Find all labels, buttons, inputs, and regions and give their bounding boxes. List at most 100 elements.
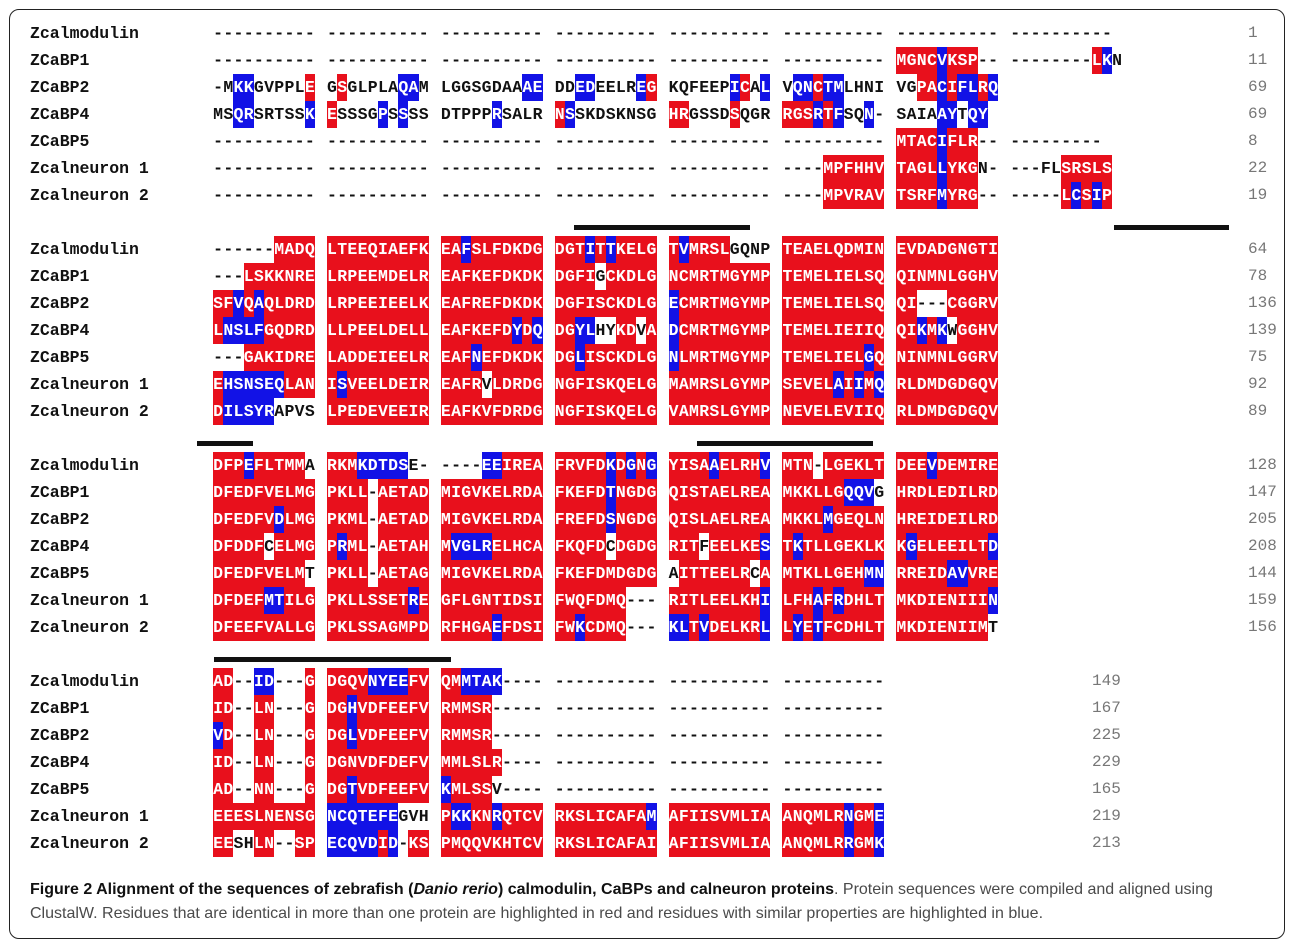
alignment-row: Zcalneuron 1 DFDEFMTILG PKLLSSETRE GFLGNTID…: [30, 587, 1277, 614]
residue-count: 75: [1248, 348, 1268, 366]
sequence-name: Zcalneuron 1: [30, 375, 149, 394]
residue-count: 167: [1092, 699, 1121, 717]
residue-count: 11: [1248, 51, 1268, 69]
caption-label: Figure 2 Alignment of the sequences of z…: [30, 881, 414, 898]
alignment-row: ZCaBP4 DFDDFCELMG PRML-AETAH MVGLRELHCA FKQF…: [30, 533, 1277, 560]
residue-count: 89: [1248, 402, 1268, 420]
sequence-name: ZCaBP2: [30, 510, 90, 529]
residue-count: 69: [1248, 78, 1268, 96]
sequence-residues: DFEDFVELMG PKLL-AETAD MIGVKELRDA FKEFDTNGDG…: [213, 479, 999, 506]
sequence-name: ZCaBP2: [30, 78, 90, 97]
residue-count: 78: [1248, 267, 1268, 285]
alignment-row: Zcalmodulin AD--ID---G DGQVNYEEFV QMMTAK---…: [30, 668, 1270, 695]
sequence-residues: DFEDFVELMT PKLL-AETAG MIGVKELRDA FKEFDMDGDG…: [213, 560, 999, 587]
sequence-residues: ---------- ---------- ---------- ----------…: [213, 128, 1102, 155]
sequence-residues: AD--ID---G DGQVNYEEFV QMMTAK---- ----------…: [213, 668, 884, 695]
sequence-name: ZCaBP5: [30, 564, 90, 583]
residue-count: 229: [1092, 753, 1121, 771]
sequence-name: ZCaBP4: [30, 753, 90, 772]
alignment-row: ZCaBP1 ---------- ---------- ---------- ----…: [30, 47, 1270, 74]
alignment-row: Zcalneuron 1 EEESLNENSG NCQTEFEGVH PKKKNRQT…: [30, 803, 1270, 830]
residue-count: 205: [1248, 510, 1277, 528]
residue-count: 213: [1092, 834, 1121, 852]
sequence-residues: ID--LN---G DGHVDFEEFV RMMSR----- ----------…: [213, 695, 884, 722]
sequence-name: Zcalneuron 2: [30, 186, 149, 205]
alignment-row: ZCaBP4 ID--LN---G DGNVDFDEFV MMLSLR---- ----…: [30, 749, 1270, 776]
alignment-row: ZCaBP4 MSQRSRTSSK ESSSGPSSSS DTPPPRSALR NSSK…: [30, 101, 1270, 128]
sequence-name: ZCaBP5: [30, 348, 90, 367]
sequence-name: Zcalmodulin: [30, 456, 139, 475]
alignment-row: ZCaBP5 ---------- ---------- ---------- ----…: [30, 128, 1270, 155]
alignment-row: ZCaBP4 LNSLFGQDRD LLPEELDELL EAFKEFDYDQ DGYL…: [30, 317, 1277, 344]
sequence-name: Zcalmodulin: [30, 240, 139, 259]
helix-marker: [214, 657, 451, 662]
alignment-row: ZCaBP5 DFEDFVELMT PKLL-AETAG MIGVKELRDA FKEF…: [30, 560, 1277, 587]
sequence-residues: ---GAKIDRE LADDEIEELR EAFNEFDKDK DGLISCKDLG…: [213, 344, 999, 371]
residue-count: 69: [1248, 105, 1268, 123]
alignment-row: ZCaBP5 AD--NN---G DGTVDFEEFV KMLSSV---- ----…: [30, 776, 1270, 803]
residue-count: 225: [1092, 726, 1121, 744]
residue-count: 147: [1248, 483, 1277, 501]
sequence-residues: ---------- ---------- ---------- ----------…: [213, 24, 1112, 43]
residue-count: 149: [1092, 672, 1121, 690]
sequence-name: ZCaBP4: [30, 321, 90, 340]
alignment-row: Zcalneuron 2 DFEEFVALLG PKLSSAGMPD RFHGAEFD…: [30, 614, 1277, 641]
sequence-name: Zcalneuron 1: [30, 159, 149, 178]
sequence-name: ZCaBP2: [30, 726, 90, 745]
helix-marker: [574, 225, 750, 230]
sequence-name: Zcalneuron 1: [30, 591, 149, 610]
sequence-residues: ---------- ---------- ---------- ----------…: [213, 155, 1112, 182]
alignment-row: ZCaBP2 SFVQAQLDRD LRPEEIEELK EAFREFDKDK DGFI…: [30, 290, 1277, 317]
alignment-row: ZCaBP1 ---LSKKNRE LRPEEMDELR EAFKEFDKDK DGFI…: [30, 263, 1270, 290]
alignment-row: ZCaBP2 DFEDFVDLMG PKML-AETAD MIGVKELRDA FREF…: [30, 506, 1277, 533]
figure-frame: Zcalmodulin ---------- ---------- ---------…: [9, 9, 1285, 939]
sequence-residues: DFEEFVALLG PKLSSAGMPD RFHGAEFDSI FWKCDMQ---…: [213, 614, 998, 641]
sequence-residues: DFEDFVDLMG PKML-AETAD MIGVKELRDA FREFDSNGDG…: [213, 506, 999, 533]
sequence-name: ZCaBP4: [30, 537, 90, 556]
alignment-row: Zcalmodulin ---------- ---------- ---------…: [30, 20, 1270, 47]
sequence-residues: AD--NN---G DGTVDFEEFV KMLSSV---- ----------…: [213, 776, 884, 803]
caption-title: Figure 2 Alignment of the sequences of z…: [30, 881, 834, 898]
sequence-name: ZCaBP1: [30, 699, 90, 718]
sequence-residues: ID--LN---G DGNVDFDEFV MMLSLR---- ----------…: [213, 749, 884, 776]
residue-count: 128: [1248, 456, 1277, 474]
residue-count: 156: [1248, 618, 1277, 636]
sequence-name: Zcalmodulin: [30, 672, 139, 691]
residue-count: 144: [1248, 564, 1277, 582]
sequence-name: ZCaBP1: [30, 483, 90, 502]
sequence-name: Zcalneuron 2: [30, 834, 149, 853]
caption-body: . Protein sequences were compiled and al…: [30, 881, 1213, 922]
residue-count: 139: [1248, 321, 1277, 339]
sequence-residues: EHSNSEQLAN ISVEELDEIR EAFRVLDRDG NGFISKQELG…: [213, 371, 999, 398]
alignment-row: Zcalneuron 1 EHSNSEQLAN ISVEELDEIR EAFRVLDR…: [30, 371, 1270, 398]
sequence-residues: SFVQAQLDRD LRPEEIEELK EAFREFDKDK DGFISCKDLG…: [213, 290, 999, 317]
residue-count: 219: [1092, 807, 1121, 825]
alignment-row: Zcalneuron 2 EESHLN--SP ECQVDID-KS PMQQVKHT…: [30, 830, 1270, 857]
alignment-row: ZCaBP5 ---GAKIDRE LADDEIEELR EAFNEFDKDK DGLI…: [30, 344, 1270, 371]
caption-species: Danio rerio: [413, 881, 498, 898]
alignment-row: ZCaBP2 -MKKGVPPLE GSGLPLAQAM LGGSGDAAAE DDED…: [30, 74, 1270, 101]
sequence-name: Zcalneuron 1: [30, 807, 149, 826]
sequence-name: Zcalneuron 2: [30, 618, 149, 637]
helix-marker: [697, 441, 873, 446]
sequence-name: ZCaBP5: [30, 132, 90, 151]
sequence-residues: -MKKGVPPLE GSGLPLAQAM LGGSGDAAAE DDEDEELREG…: [213, 74, 999, 101]
residue-count: 8: [1248, 132, 1258, 150]
residue-count: 92: [1248, 375, 1268, 393]
residue-count: 165: [1092, 780, 1121, 798]
sequence-name: Zcalmodulin: [30, 24, 139, 43]
sequence-residues: ------MADQ LTEEQIAEFK EAFSLFDKDG DGTITTKELG…: [213, 236, 999, 263]
sequence-residues: ---------- ---------- ---------- ----------…: [213, 182, 1112, 209]
sequence-residues: ---LSKKNRE LRPEEMDELR EAFKEFDKDK DGFIGCKDLG…: [213, 263, 999, 290]
residue-count: 19: [1248, 186, 1268, 204]
residue-count: 208: [1248, 537, 1277, 555]
alignment-row: ZCaBP2 VD--LN---G DGLVDFEEFV RMMSR----- ----…: [30, 722, 1270, 749]
residue-count: 159: [1248, 591, 1277, 609]
caption-title-rest: ) calmodulin, CaBPs and calneuron protei…: [497, 881, 834, 898]
alignment-row: Zcalmodulin ------MADQ LTEEQIAEFK EAFSLFDKD…: [30, 236, 1270, 263]
residue-count: 136: [1248, 294, 1277, 312]
alignment-row: Zcalneuron 2 DILSYRAPVS LPEDEVEEIR EAFKVFDR…: [30, 398, 1270, 425]
sequence-residues: EEESLNENSG NCQTEFEGVH PKKKNRQTCV RKSLICAFAM…: [213, 803, 885, 830]
sequence-residues: DFDEFMTILG PKLLSSETRE GFLGNTIDSI FWQFDMQ---…: [213, 587, 999, 614]
sequence-residues: ---------- ---------- ---------- ----------…: [213, 47, 1122, 74]
